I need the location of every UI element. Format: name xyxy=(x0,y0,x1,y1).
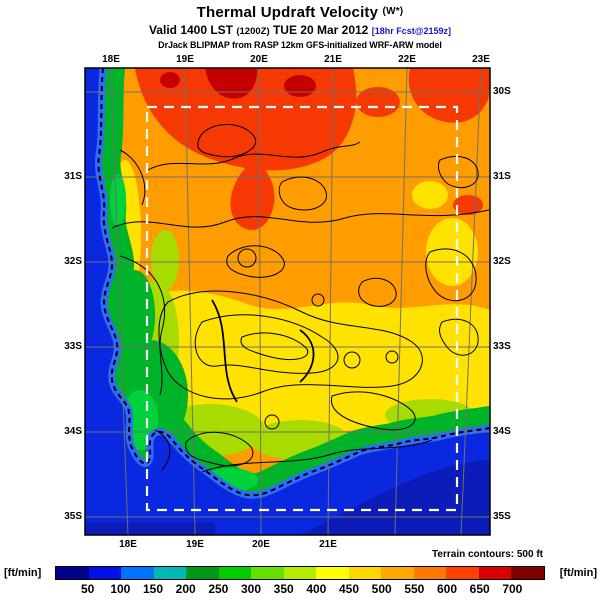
colorbar-tick-label: 200 xyxy=(175,582,196,596)
lat-label-right: 34S xyxy=(493,426,511,437)
valid-zulu: (1200Z) xyxy=(236,26,270,37)
colorbar-segment xyxy=(153,567,187,579)
lat-label-left: 33S xyxy=(64,341,82,352)
colorbar-segment xyxy=(251,567,284,579)
lon-label-bottom: 19E xyxy=(186,539,204,550)
colorbar-tick-labels: 50 100 150 200 250 300 350 400 450 500 550 600 650 70… xyxy=(55,582,545,597)
model-line: DrJack BLIPMAP from RASP 12km GFS-initia… xyxy=(158,40,442,50)
lat-label-left: 31S xyxy=(64,171,82,182)
colorbar-segment xyxy=(381,567,414,579)
valid-date: TUE 20 Mar 2012 xyxy=(272,23,369,37)
colorbar-tick-label: 400 xyxy=(306,582,327,596)
lon-label-top: 23E xyxy=(472,54,490,65)
deep-ocean-patches xyxy=(85,460,490,535)
colorbar-tick-label: 250 xyxy=(208,582,229,596)
lon-label-top: 22E xyxy=(398,54,416,65)
lat-label-left: 32S xyxy=(64,256,82,267)
valid-prefix: Valid 1400 LST xyxy=(148,23,234,37)
colorbar-tick-label: 150 xyxy=(142,582,164,596)
colorbar-tick-label: 650 xyxy=(469,582,490,596)
colorbar-tick-label: 500 xyxy=(371,582,392,596)
header: Thermal Updraft Velocity (W*) Valid 1400… xyxy=(0,4,600,50)
lat-label-right: 32S xyxy=(493,256,511,267)
lon-label-bottom: 20E xyxy=(252,539,270,550)
lat-label-left: 35S xyxy=(64,511,82,522)
units-label-right: [ft/min] xyxy=(559,567,597,579)
lon-label-top: 21E xyxy=(324,54,342,65)
terrain-contours xyxy=(111,124,490,473)
colorbar-segment xyxy=(413,567,447,579)
units-label-left: [ft/min] xyxy=(4,567,42,579)
colorbar-segment xyxy=(283,567,317,579)
colorbar-tick-label: 300 xyxy=(240,582,262,596)
colorbar-segment xyxy=(186,567,219,579)
colorbar-segment xyxy=(56,567,89,579)
colorbar-tick-label: 700 xyxy=(502,582,523,596)
colorbar-tick-label: 550 xyxy=(404,582,425,596)
colorbar-segment xyxy=(218,567,252,579)
lat-label-right: 30S xyxy=(493,86,511,97)
colorbar-tick-label: 100 xyxy=(110,582,131,596)
colorbar xyxy=(55,566,545,580)
lon-label-top: 19E xyxy=(176,54,194,65)
valid-line: Valid 1400 LST (1200Z) TUE 20 Mar 2012 [… xyxy=(0,23,600,37)
title-units: (W*) xyxy=(382,6,404,17)
lat-label-left: 34S xyxy=(64,426,82,437)
lat-label-right: 31S xyxy=(493,171,511,182)
colorbar-segment xyxy=(511,567,544,579)
forecast-lead: [18hr Fcst@2159z] xyxy=(371,26,452,36)
lon-label-bottom: 21E xyxy=(319,539,337,550)
coastline xyxy=(97,68,490,497)
colorbar-segment xyxy=(446,567,479,579)
lon-label-bottom: 18E xyxy=(119,539,137,550)
lat-label-right: 35S xyxy=(493,511,511,522)
colorbar-segment xyxy=(478,567,512,579)
colorbar-segment xyxy=(88,567,122,579)
colorbar-tick-label: 50 xyxy=(80,582,95,596)
inner-domain-box xyxy=(145,105,459,512)
lon-label-top: 18E xyxy=(102,54,120,65)
colorbar-segment xyxy=(348,567,382,579)
lat-label-right: 33S xyxy=(493,341,511,352)
colorbar-tick-label: 350 xyxy=(273,582,294,596)
colorbar-segment xyxy=(316,567,349,579)
map-frame xyxy=(84,67,491,536)
page-title: Thermal Updraft Velocity (W*) xyxy=(0,4,600,21)
lon-label-top: 20E xyxy=(250,54,268,65)
title-text: Thermal Updraft Velocity xyxy=(196,4,379,21)
terrain-contours-note: Terrain contours: 500 ft xyxy=(432,549,543,560)
colorbar-tick-label: 600 xyxy=(436,582,458,596)
colorbar-tick-label: 450 xyxy=(338,582,360,596)
map-body xyxy=(85,68,490,535)
colorbar-segment xyxy=(121,567,154,579)
